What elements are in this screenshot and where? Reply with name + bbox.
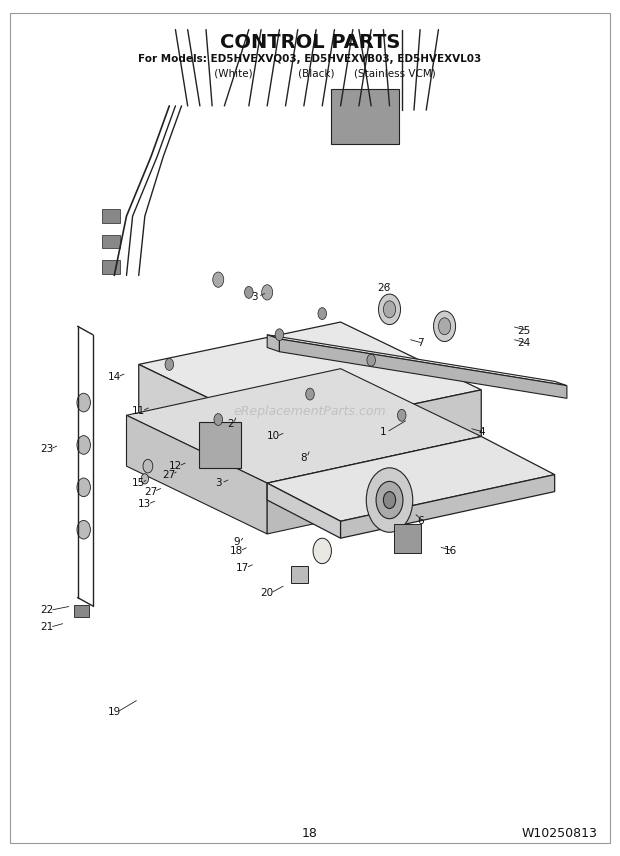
Polygon shape <box>267 335 280 352</box>
Text: 16: 16 <box>444 546 458 556</box>
Text: 1: 1 <box>380 427 387 437</box>
Circle shape <box>213 272 224 288</box>
Text: 20: 20 <box>260 588 274 598</box>
Circle shape <box>214 413 223 425</box>
Text: 18: 18 <box>302 827 318 840</box>
FancyBboxPatch shape <box>291 566 308 583</box>
Circle shape <box>77 393 91 412</box>
Text: 27: 27 <box>144 486 157 496</box>
Circle shape <box>244 287 253 298</box>
Polygon shape <box>267 335 567 385</box>
Circle shape <box>77 520 91 539</box>
Text: 7: 7 <box>417 338 423 348</box>
Polygon shape <box>280 389 481 496</box>
Polygon shape <box>267 437 555 521</box>
Circle shape <box>143 460 153 473</box>
Circle shape <box>318 307 327 319</box>
Text: CONTROL PARTS: CONTROL PARTS <box>220 33 400 52</box>
Text: 18: 18 <box>230 546 243 556</box>
Text: 10: 10 <box>267 431 280 442</box>
Polygon shape <box>267 437 481 534</box>
Text: 9: 9 <box>233 538 240 548</box>
Polygon shape <box>267 483 340 538</box>
Bar <box>102 235 120 248</box>
Circle shape <box>433 311 456 342</box>
FancyBboxPatch shape <box>332 89 399 144</box>
Circle shape <box>376 481 403 519</box>
Text: 14: 14 <box>108 372 121 382</box>
Text: 3: 3 <box>215 479 221 488</box>
Circle shape <box>262 285 273 300</box>
Bar <box>102 210 120 223</box>
Polygon shape <box>340 474 555 538</box>
Circle shape <box>275 329 284 341</box>
Text: 11: 11 <box>132 406 145 416</box>
Circle shape <box>77 478 91 496</box>
Text: 2: 2 <box>227 419 234 429</box>
Text: 8: 8 <box>301 453 307 463</box>
Text: 13: 13 <box>138 499 151 509</box>
Circle shape <box>77 436 91 455</box>
Circle shape <box>165 359 174 371</box>
Text: 21: 21 <box>40 622 53 633</box>
Text: 26: 26 <box>377 283 390 293</box>
Bar <box>102 260 120 274</box>
Text: 3: 3 <box>252 292 259 301</box>
Text: 24: 24 <box>518 338 531 348</box>
Text: W10250813: W10250813 <box>521 827 598 840</box>
Circle shape <box>141 473 149 484</box>
Circle shape <box>397 409 406 421</box>
Polygon shape <box>280 339 567 398</box>
Circle shape <box>383 491 396 508</box>
Circle shape <box>383 300 396 318</box>
FancyBboxPatch shape <box>394 524 422 553</box>
Text: 12: 12 <box>169 461 182 471</box>
Circle shape <box>438 318 451 335</box>
Polygon shape <box>126 415 267 534</box>
Text: (White)              (Black)      (Stainless VCM): (White) (Black) (Stainless VCM) <box>185 68 435 79</box>
Text: eReplacementParts.com: eReplacementParts.com <box>234 405 386 418</box>
Circle shape <box>366 468 413 532</box>
Text: 6: 6 <box>417 516 423 526</box>
FancyBboxPatch shape <box>74 605 89 617</box>
Polygon shape <box>139 365 280 496</box>
Text: 4: 4 <box>478 427 485 437</box>
FancyBboxPatch shape <box>198 422 241 468</box>
Text: 27: 27 <box>162 470 176 479</box>
Text: 17: 17 <box>236 563 249 573</box>
Text: 19: 19 <box>108 707 121 717</box>
Circle shape <box>306 388 314 400</box>
Circle shape <box>367 354 376 366</box>
Circle shape <box>313 538 332 563</box>
Text: 23: 23 <box>40 444 53 455</box>
Text: 25: 25 <box>518 325 531 336</box>
Polygon shape <box>126 369 481 483</box>
Text: For Models: ED5HVEXVQ03, ED5HVEXVB03, ED5HVEXVL03: For Models: ED5HVEXVQ03, ED5HVEXVB03, ED… <box>138 54 482 64</box>
Polygon shape <box>139 322 481 432</box>
Text: 15: 15 <box>132 479 145 488</box>
Circle shape <box>378 294 401 324</box>
Text: 22: 22 <box>40 605 53 615</box>
